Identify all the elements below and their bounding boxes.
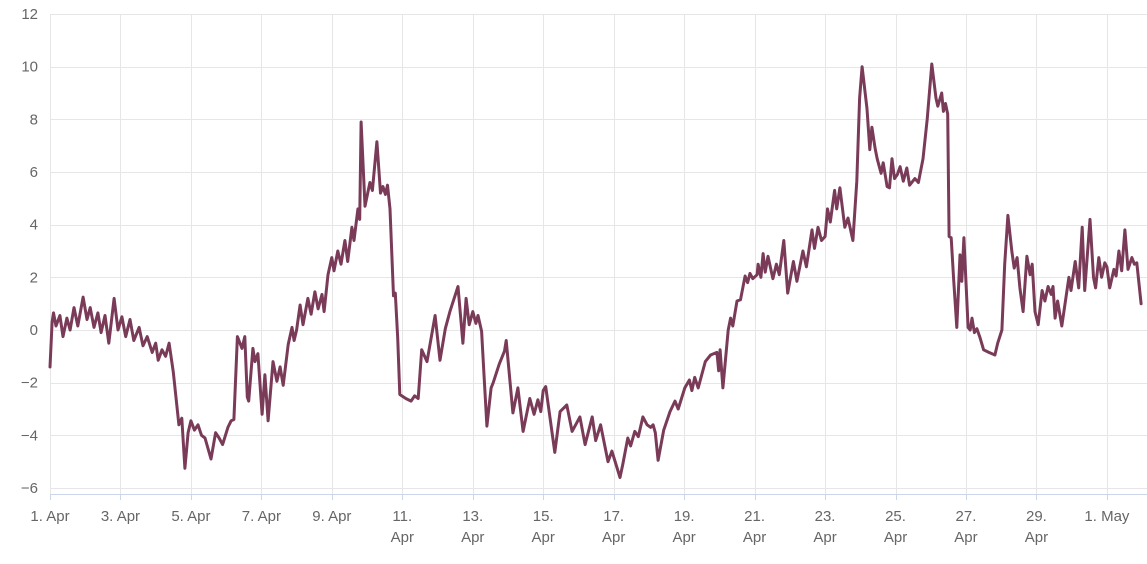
x-axis-label: 17.	[603, 508, 624, 525]
x-axis-label: 15.	[533, 508, 554, 525]
x-axis-label: 23.	[815, 508, 836, 525]
y-axis-label: 6	[30, 164, 38, 181]
x-axis-label: Apr	[813, 529, 836, 546]
x-axis-label: 3. Apr	[101, 508, 140, 525]
x-axis-label: 29.	[1026, 508, 1047, 525]
y-axis-label: 8	[30, 111, 38, 128]
y-axis-label: 10	[21, 59, 38, 76]
x-axis-label: 21.	[744, 508, 765, 525]
x-axis-label: Apr	[532, 529, 555, 546]
temperature-series-line[interactable]	[48, 62, 1143, 479]
x-axis-label: Apr	[954, 529, 977, 546]
x-axis-label: 7. Apr	[242, 508, 281, 525]
y-axis-label: 0	[30, 322, 38, 339]
x-axis-label: 1. May	[1084, 508, 1130, 525]
x-axis-label: Apr	[672, 529, 695, 546]
y-axis-label: 4	[30, 217, 38, 234]
x-axis-label: Apr	[1025, 529, 1048, 546]
y-axis-label: −6	[21, 480, 38, 497]
x-axis-label: 1. Apr	[30, 508, 69, 525]
x-axis-label: 9. Apr	[312, 508, 351, 525]
x-axis-label: 19.	[674, 508, 695, 525]
x-axis-label: Apr	[602, 529, 625, 546]
x-axis-label: Apr	[884, 529, 907, 546]
y-axis-label: −2	[21, 375, 38, 392]
x-axis-label: 13.	[462, 508, 483, 525]
x-axis-label: 27.	[956, 508, 977, 525]
y-axis-label: 2	[30, 269, 38, 286]
x-axis-label: 11.	[392, 508, 412, 525]
x-axis-label: Apr	[743, 529, 766, 546]
y-axis-label: 12	[21, 6, 38, 23]
y-axis-label: −4	[21, 427, 38, 444]
x-axis-label: 5. Apr	[171, 508, 210, 525]
x-axis-label: Apr	[461, 529, 484, 546]
x-axis-label: 25.	[885, 508, 906, 525]
x-axis-label: Apr	[391, 529, 414, 546]
